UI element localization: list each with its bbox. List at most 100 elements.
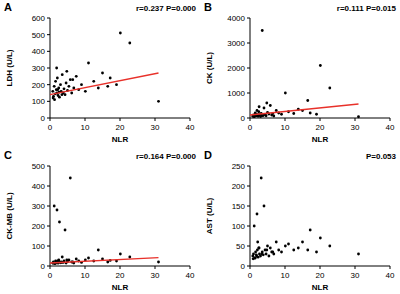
y-tick: [47, 226, 50, 227]
point: [292, 112, 295, 115]
x-axis-label: NLR: [112, 283, 129, 292]
point: [58, 96, 61, 99]
y-tick: [47, 18, 50, 19]
point: [268, 255, 271, 258]
x-tick: [250, 266, 251, 269]
x-axis-label: NLR: [312, 135, 329, 144]
y-tick-label: 500: [32, 162, 46, 171]
x-tick-label: 20: [316, 123, 325, 132]
point: [84, 90, 87, 93]
panel: Br=0.111 P=0.015010002000300040000102030…: [204, 1, 397, 144]
point: [64, 93, 67, 96]
plot-area: [251, 177, 359, 261]
point: [269, 104, 272, 107]
point: [87, 257, 90, 260]
x-tick-label: 30: [351, 271, 360, 280]
point: [61, 93, 64, 96]
point: [252, 257, 255, 260]
point: [55, 67, 58, 70]
x-tick: [355, 118, 356, 121]
x-tick: [50, 118, 51, 121]
x-tick: [390, 266, 391, 269]
x-tick: [85, 118, 86, 121]
y-tick: [247, 226, 250, 227]
x-tick: [120, 118, 121, 121]
x-tick: [155, 118, 156, 121]
x-tick-label: 30: [151, 271, 160, 280]
point: [63, 87, 66, 90]
point: [59, 83, 62, 86]
annotation: P=0.053: [366, 152, 397, 161]
x-tick-label: 10: [81, 271, 90, 280]
point: [271, 251, 274, 254]
point: [97, 87, 100, 90]
point: [256, 213, 259, 216]
point: [51, 90, 54, 93]
y-tick: [47, 84, 50, 85]
y-tick: [247, 186, 250, 187]
x-axis-label: NLR: [312, 283, 329, 292]
point: [266, 245, 269, 248]
y-tick-label: 1000: [227, 89, 245, 98]
point: [119, 32, 122, 35]
point: [80, 83, 83, 86]
x-tick-label: 0: [48, 123, 53, 132]
point: [115, 83, 118, 86]
point: [65, 259, 68, 262]
point: [75, 258, 78, 261]
x-tick-label: 40: [186, 123, 195, 132]
panel: DP=0.053050100150200250010203040NLRAST (…: [204, 149, 397, 292]
y-axis-label: LDH (U/L): [5, 49, 14, 86]
point: [61, 256, 64, 259]
x-tick: [285, 118, 286, 121]
point: [261, 253, 264, 256]
point: [328, 245, 331, 248]
y-tick-label: 150: [232, 202, 246, 211]
point: [265, 102, 268, 105]
x-tick-label: 20: [116, 271, 125, 280]
point: [68, 85, 71, 88]
point: [253, 225, 256, 228]
y-tick: [47, 51, 50, 52]
point: [319, 237, 322, 240]
point: [263, 107, 266, 110]
x-tick: [50, 266, 51, 269]
point: [106, 85, 109, 88]
y-tick: [47, 68, 50, 69]
y-tick-label: 0: [41, 262, 46, 271]
point: [261, 29, 264, 32]
x-tick: [320, 118, 321, 121]
point: [260, 177, 263, 180]
y-tick-label: 200: [32, 222, 46, 231]
x-tick-label: 40: [186, 271, 195, 280]
y-tick-label: 400: [32, 182, 46, 191]
point: [309, 229, 312, 232]
point: [263, 205, 266, 208]
point: [128, 256, 131, 259]
x-tick-label: 30: [151, 123, 160, 132]
y-tick-label: 0: [41, 114, 46, 123]
annotation: r=0.164 P=0.000: [136, 152, 197, 161]
panel: Cr=0.164 P=0.000010020030040050001020304…: [4, 149, 197, 292]
x-tick-label: 10: [281, 271, 290, 280]
point: [315, 113, 318, 116]
point: [297, 247, 300, 250]
y-tick: [47, 206, 50, 207]
y-tick: [247, 18, 250, 19]
point: [119, 253, 122, 256]
annotation: r=0.111 P=0.015: [337, 4, 397, 13]
figure: Ar=0.237 P=0.000010020030040050060001020…: [0, 0, 400, 294]
panel: Ar=0.237 P=0.000010020030040050060001020…: [4, 1, 197, 144]
x-tick-label: 10: [81, 123, 90, 132]
y-tick: [247, 93, 250, 94]
y-tick: [247, 68, 250, 69]
trend-line: [50, 73, 159, 95]
point: [69, 78, 72, 81]
y-tick-label: 500: [32, 31, 46, 40]
y-axis-label: AST (U/L): [205, 197, 214, 234]
y-tick: [47, 246, 50, 247]
y-tick-label: 3000: [227, 39, 245, 48]
y-axis: [50, 166, 51, 266]
point: [275, 241, 278, 244]
point: [72, 87, 75, 90]
